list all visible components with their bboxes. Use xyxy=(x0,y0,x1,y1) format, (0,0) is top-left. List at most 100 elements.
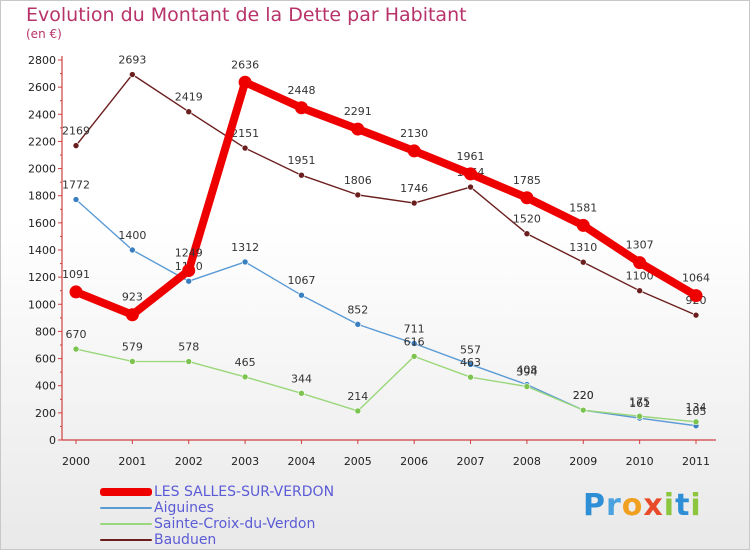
data-point-sainte-croix-du-verdon xyxy=(523,383,531,390)
legend-label: Bauduen xyxy=(154,532,217,548)
chart-subtitle: (en €) xyxy=(26,27,62,41)
y-tick-label: 600 xyxy=(35,353,56,366)
chart-title: Evolution du Montant de la Dette par Hab… xyxy=(26,4,467,26)
x-tick-label: 2008 xyxy=(513,455,541,468)
data-label-bauduen: 1806 xyxy=(344,174,372,187)
data-point-bauduen xyxy=(241,144,249,152)
data-label-bauduen: 1310 xyxy=(569,241,597,254)
y-tick-label: 1400 xyxy=(28,244,56,257)
data-label-sainte-croix-du-verdon: 579 xyxy=(122,340,143,353)
series-line-sainte-croix-du-verdon xyxy=(75,348,697,423)
data-point-aiguines xyxy=(185,277,193,285)
data-point-les-salles-sur-verdon xyxy=(576,218,590,232)
data-point-aiguines xyxy=(72,196,80,203)
y-tick-label: 400 xyxy=(35,380,56,393)
data-point-les-salles-sur-verdon xyxy=(238,75,252,89)
data-label-les-salles-sur-verdon: 2448 xyxy=(287,84,315,97)
y-tick-label: 800 xyxy=(35,325,56,338)
data-point-sainte-croix-du-verdon xyxy=(185,358,193,365)
y-tick-label: 2200 xyxy=(28,135,56,148)
data-point-les-salles-sur-verdon xyxy=(125,308,139,322)
legend-item: LES SALLES-SUR-VERDON xyxy=(100,484,334,500)
data-label-bauduen: 1746 xyxy=(400,182,428,195)
data-point-sainte-croix-du-verdon xyxy=(298,390,305,397)
data-label-les-salles-sur-verdon: 1307 xyxy=(626,239,654,252)
data-label-sainte-croix-du-verdon: 220 xyxy=(573,389,594,402)
data-point-bauduen xyxy=(636,287,643,295)
data-label-les-salles-sur-verdon: 2636 xyxy=(231,58,259,71)
data-label-bauduen: 2169 xyxy=(62,125,90,138)
data-label-aiguines: 161 xyxy=(629,397,650,410)
data-label-les-salles-sur-verdon: 1785 xyxy=(513,174,541,187)
data-label-sainte-croix-du-verdon: 578 xyxy=(178,341,199,354)
data-label-les-salles-sur-verdon: 1064 xyxy=(682,272,710,285)
data-label-bauduen: 1100 xyxy=(626,270,654,283)
data-point-les-salles-sur-verdon xyxy=(294,101,308,115)
data-point-les-salles-sur-verdon xyxy=(407,144,421,158)
data-point-bauduen xyxy=(129,71,136,78)
data-label-les-salles-sur-verdon: 1091 xyxy=(62,268,90,281)
x-tick-label: 2007 xyxy=(457,455,485,468)
data-label-bauduen: 2151 xyxy=(231,127,259,140)
data-point-les-salles-sur-verdon xyxy=(464,167,478,181)
data-label-aiguines: 711 xyxy=(404,323,425,336)
y-tick-label: 0 xyxy=(49,434,56,447)
data-label-sainte-croix-du-verdon: 616 xyxy=(404,335,425,348)
data-label-sainte-croix-du-verdon: 214 xyxy=(347,390,368,403)
data-point-les-salles-sur-verdon xyxy=(520,191,534,205)
data-point-bauduen xyxy=(467,183,474,191)
data-label-sainte-croix-du-verdon: 344 xyxy=(291,372,312,385)
legend-swatch xyxy=(100,523,152,525)
y-tick-label: 2000 xyxy=(28,163,56,176)
y-tick-label: 1600 xyxy=(28,217,56,230)
data-label-les-salles-sur-verdon: 923 xyxy=(122,291,143,304)
legend-label: Aiguines xyxy=(154,500,214,516)
data-label-aiguines: 105 xyxy=(686,405,707,418)
data-label-aiguines: 220 xyxy=(573,389,594,402)
data-point-les-salles-sur-verdon xyxy=(689,289,703,303)
data-point-les-salles-sur-verdon xyxy=(351,122,365,136)
data-point-sainte-croix-du-verdon xyxy=(579,406,587,414)
data-point-les-salles-sur-verdon xyxy=(182,263,196,277)
data-label-les-salles-sur-verdon: 1249 xyxy=(175,246,203,259)
series-line-aiguines xyxy=(75,198,697,427)
data-point-bauduen xyxy=(354,191,362,199)
x-tick-label: 2000 xyxy=(62,455,90,468)
data-point-bauduen xyxy=(579,258,587,266)
y-tick-label: 2400 xyxy=(28,108,56,121)
x-tick-label: 2001 xyxy=(118,455,146,468)
legend-label: LES SALLES-SUR-VERDON xyxy=(154,484,335,500)
legend: LES SALLES-SUR-VERDON Aiguines Sainte-Croi… xyxy=(100,484,334,548)
legend-swatch xyxy=(100,539,152,541)
data-point-bauduen xyxy=(185,108,193,116)
x-tick-label: 2002 xyxy=(175,455,203,468)
data-point-aiguines xyxy=(467,361,474,368)
y-tick-label: 1000 xyxy=(28,298,56,311)
legend-label: Sainte-Croix-du-Verdon xyxy=(154,516,316,532)
x-tick-label: 2004 xyxy=(287,455,315,468)
data-label-sainte-croix-du-verdon: 463 xyxy=(460,356,481,369)
legend-swatch xyxy=(100,488,152,496)
data-point-aiguines xyxy=(354,321,362,328)
proxiti-logo: Proxiti xyxy=(583,488,702,523)
data-point-bauduen xyxy=(72,142,80,149)
data-point-les-salles-sur-verdon xyxy=(633,256,647,270)
data-point-bauduen xyxy=(523,230,531,238)
data-label-les-salles-sur-verdon: 1581 xyxy=(569,201,597,214)
data-point-bauduen xyxy=(692,311,700,319)
data-point-aiguines xyxy=(298,291,305,299)
data-label-bauduen: 2419 xyxy=(175,91,203,104)
data-point-sainte-croix-du-verdon xyxy=(467,373,474,381)
data-label-les-salles-sur-verdon: 2291 xyxy=(344,105,372,118)
y-tick-label: 2600 xyxy=(28,81,56,94)
data-point-sainte-croix-du-verdon xyxy=(692,418,700,426)
data-label-aiguines: 1067 xyxy=(287,274,315,287)
data-point-sainte-croix-du-verdon xyxy=(129,358,136,365)
series-line-les-salles-sur-verdon xyxy=(72,78,700,319)
legend-swatch xyxy=(100,507,152,509)
x-tick-label: 2003 xyxy=(231,455,259,468)
data-label-les-salles-sur-verdon: 1961 xyxy=(457,150,485,163)
data-point-aiguines xyxy=(241,258,249,266)
